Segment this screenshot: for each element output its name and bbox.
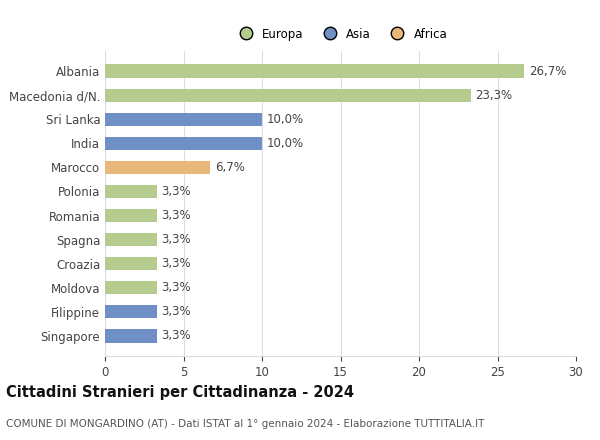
Text: 3,3%: 3,3% (161, 330, 191, 342)
Text: 3,3%: 3,3% (161, 233, 191, 246)
Text: 6,7%: 6,7% (215, 161, 245, 174)
Text: 10,0%: 10,0% (267, 137, 304, 150)
Bar (105, 209, 157, 222)
Text: 23,3%: 23,3% (476, 89, 512, 102)
Bar (105, 88, 471, 102)
Bar (105, 137, 262, 150)
Bar (105, 65, 524, 78)
Text: 3,3%: 3,3% (161, 281, 191, 294)
Text: 3,3%: 3,3% (161, 209, 191, 222)
Bar (105, 257, 157, 270)
Bar (105, 113, 262, 126)
Text: 3,3%: 3,3% (161, 257, 191, 270)
Bar (105, 161, 210, 174)
Text: 10,0%: 10,0% (267, 113, 304, 126)
Text: 26,7%: 26,7% (529, 65, 566, 77)
Text: 3,3%: 3,3% (161, 305, 191, 318)
Bar (105, 305, 157, 319)
Text: Cittadini Stranieri per Cittadinanza - 2024: Cittadini Stranieri per Cittadinanza - 2… (6, 385, 354, 400)
Text: COMUNE DI MONGARDINO (AT) - Dati ISTAT al 1° gennaio 2024 - Elaborazione TUTTITA: COMUNE DI MONGARDINO (AT) - Dati ISTAT a… (6, 419, 484, 429)
Bar (105, 185, 157, 198)
Bar (105, 233, 157, 246)
Bar (105, 281, 157, 294)
Text: 3,3%: 3,3% (161, 185, 191, 198)
Legend: Europa, Asia, Africa: Europa, Asia, Africa (229, 23, 452, 45)
Bar (105, 329, 157, 342)
